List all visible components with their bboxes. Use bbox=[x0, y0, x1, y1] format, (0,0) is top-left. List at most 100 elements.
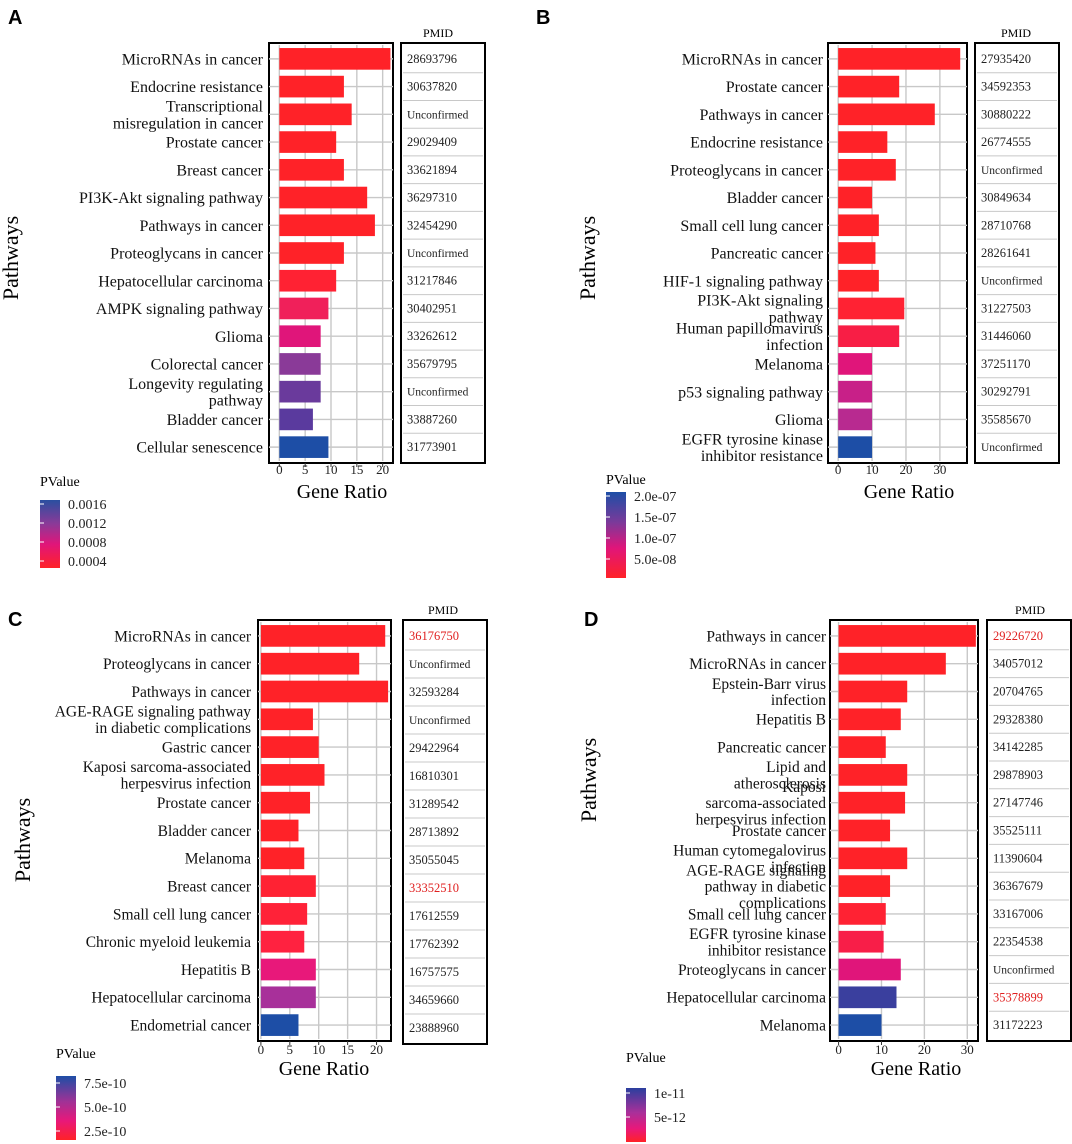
legend-title: PValue bbox=[606, 473, 646, 488]
legend-label: 5.0e-08 bbox=[634, 553, 676, 568]
pmid-cell: 35679795 bbox=[407, 357, 457, 371]
legend-label: 5.0e-10 bbox=[84, 1101, 126, 1116]
pathway-label: Bladder cancer bbox=[727, 190, 824, 207]
pmid-cell: 28693796 bbox=[407, 52, 457, 66]
bar bbox=[838, 158, 896, 181]
y-axis-title: Pathways bbox=[575, 216, 600, 300]
pathway-label: Bladder cancer bbox=[158, 823, 252, 840]
bar bbox=[838, 48, 961, 70]
pathway-label: Human cytomegalovirus infection bbox=[673, 843, 826, 876]
pmid-table bbox=[974, 42, 1060, 464]
pmid-cell: 35525111 bbox=[993, 824, 1042, 838]
pmid-header: PMID bbox=[1001, 26, 1031, 40]
pathway-label: Kaposi sarcoma-associated herpesvirus infe… bbox=[696, 779, 827, 829]
pmid-cell: 37251170 bbox=[981, 357, 1031, 371]
pathway-label: Cellular senescence bbox=[136, 440, 263, 457]
panel-letter: D bbox=[584, 609, 598, 631]
pathway-label: MicroRNAs in cancer bbox=[114, 628, 252, 645]
pathway-label: Colorectal cancer bbox=[151, 357, 264, 374]
bar bbox=[279, 408, 313, 431]
pmid-cell: 16757575 bbox=[409, 965, 459, 979]
pathway-label: Hepatitis B bbox=[181, 962, 251, 979]
pmid-cells: 29226720 34057012 20704765 29328380 34142285… bbox=[989, 629, 1069, 1032]
bar bbox=[838, 325, 900, 348]
y-axis-title: Pathways bbox=[0, 216, 23, 300]
pathway-label: Hepatocellular carcinoma bbox=[666, 990, 826, 1007]
bar bbox=[838, 625, 976, 647]
bar bbox=[838, 242, 876, 264]
bar bbox=[260, 791, 311, 814]
x-tick-label: 0 bbox=[835, 1042, 842, 1057]
pmid-cell: Unconfirmed bbox=[409, 659, 471, 671]
x-tick-label: 5 bbox=[287, 1042, 294, 1057]
x-tick-label: 20 bbox=[376, 462, 389, 477]
bar bbox=[838, 958, 901, 981]
pmid-cell: 28710768 bbox=[981, 218, 1031, 232]
pmid-cell: 29226720 bbox=[993, 629, 1043, 643]
x-tick-label: 20 bbox=[899, 462, 912, 477]
legend-label: 0.0004 bbox=[68, 555, 107, 570]
bar bbox=[260, 736, 319, 758]
pathway-label: Bladder cancer bbox=[167, 412, 264, 429]
pmid-cell: 16810301 bbox=[409, 769, 459, 783]
pmid-cell: 30849634 bbox=[981, 191, 1032, 205]
bar bbox=[260, 875, 316, 897]
pathway-label: Melanoma bbox=[755, 357, 823, 374]
x-tick-label: 0 bbox=[276, 462, 283, 477]
legend-colorbar bbox=[606, 492, 626, 578]
bar bbox=[838, 436, 873, 458]
pmid-cell: 35378899 bbox=[993, 990, 1043, 1004]
pmid-cell: Unconfirmed bbox=[981, 165, 1043, 177]
x-tick-label: 0 bbox=[258, 1042, 265, 1057]
pmid-cell: 32454290 bbox=[407, 218, 457, 232]
bar bbox=[260, 764, 325, 786]
pathway-label: Transcriptional misregulation in cancer bbox=[113, 99, 264, 133]
pmid-cell: Unconfirmed bbox=[993, 965, 1055, 977]
pmid-cell: 32593284 bbox=[409, 685, 460, 699]
bar bbox=[260, 819, 299, 842]
pathway-label: Pathways in cancer bbox=[706, 628, 826, 645]
bar bbox=[838, 930, 884, 953]
pathway-label: Small cell lung cancer bbox=[688, 906, 827, 923]
panel-d: D Pathways in cancer MicroRNAs in cancer E… bbox=[576, 603, 1072, 1142]
bar bbox=[260, 903, 308, 925]
bar bbox=[260, 708, 313, 731]
pmid-cell: 33621894 bbox=[407, 163, 458, 177]
pathway-label: p53 signaling pathway bbox=[678, 384, 823, 401]
pmid-cell: Unconfirmed bbox=[407, 109, 469, 121]
pmid-cell: 33167006 bbox=[993, 907, 1043, 921]
panel-letter: A bbox=[8, 7, 22, 29]
x-axis-ticks: 0 10 20 30 bbox=[835, 462, 946, 477]
x-tick-label: 20 bbox=[370, 1042, 383, 1057]
bar bbox=[279, 380, 321, 403]
bar bbox=[260, 847, 305, 870]
pmid-cell: 31227503 bbox=[981, 301, 1031, 315]
bar bbox=[279, 242, 344, 264]
pmid-cell: 36297310 bbox=[407, 191, 457, 205]
legend-label: 5e-12 bbox=[654, 1111, 686, 1126]
pmid-cell: 28261641 bbox=[981, 246, 1031, 260]
pmid-header: PMID bbox=[428, 603, 458, 617]
pathway-label: Hepatitis B bbox=[756, 712, 826, 729]
pmid-cells: 27935420 34592353 30880222 26774555 Unconfir… bbox=[977, 52, 1057, 454]
pmid-cell: Unconfirmed bbox=[407, 387, 469, 399]
pathway-label: Glioma bbox=[215, 329, 263, 346]
bar bbox=[279, 75, 344, 98]
bar bbox=[279, 214, 375, 237]
pmid-table bbox=[402, 619, 488, 1045]
bar bbox=[838, 847, 908, 870]
pathway-label: Breast cancer bbox=[176, 162, 263, 179]
bar bbox=[838, 791, 906, 814]
pathway-label: Lipid and atherosclerosis bbox=[734, 759, 826, 792]
x-axis-title: Gene Ratio bbox=[864, 481, 955, 503]
x-tick-label: 15 bbox=[350, 462, 363, 477]
legend-labels: 1e-11 5e-12 bbox=[626, 1087, 686, 1126]
pmid-cell: 27935420 bbox=[981, 52, 1031, 66]
bar bbox=[838, 736, 886, 758]
pathway-label: AMPK signaling pathway bbox=[96, 301, 263, 318]
pmid-cell: 31172223 bbox=[993, 1018, 1043, 1032]
bar bbox=[279, 186, 368, 209]
bar bbox=[838, 75, 900, 98]
bar bbox=[838, 269, 879, 292]
bar-layer bbox=[260, 625, 389, 1036]
